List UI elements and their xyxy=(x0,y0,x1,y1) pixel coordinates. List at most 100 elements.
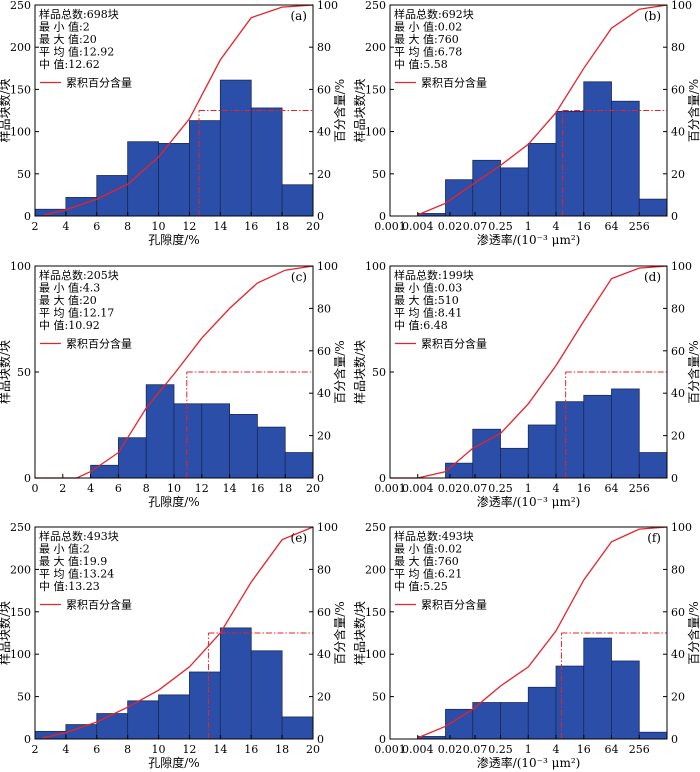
y-tick-label: 50 xyxy=(372,366,386,379)
y2-tick-label: 20 xyxy=(671,168,685,181)
stats-line: 最 大 值:760 xyxy=(394,554,459,568)
histogram-bar xyxy=(201,403,231,479)
x-tick-label: 18 xyxy=(278,482,292,495)
y2-tick-label: 0 xyxy=(671,733,678,746)
x-tick-label: 10 xyxy=(152,220,166,233)
x-tick-label: 64 xyxy=(605,220,619,233)
stats-line: 中 值:13.23 xyxy=(39,580,100,593)
y2-tick-label: 80 xyxy=(671,563,685,576)
y-tick-label: 100 xyxy=(10,648,31,661)
x-tick-label: 0 xyxy=(32,482,39,495)
stats-line: 中 值:12.62 xyxy=(39,58,100,71)
stats-line: 样品总数:493块 xyxy=(39,529,119,543)
y-axis-label: 样品块数/块 xyxy=(0,78,12,142)
histogram-bar xyxy=(555,110,585,217)
x-tick-label: 10 xyxy=(167,482,181,495)
stats-line: 样品总数:205块 xyxy=(39,268,119,282)
y-tick-label: 50 xyxy=(17,366,31,379)
histogram-bar xyxy=(445,179,474,217)
x-tick-label: 16 xyxy=(250,482,264,495)
stats-line: 最 大 值:20 xyxy=(39,32,97,46)
x-tick-label: 0.001 xyxy=(374,482,406,495)
y-tick-label: 250 xyxy=(365,0,386,12)
y2-tick-label: 20 xyxy=(671,691,685,704)
panel-label: (e) xyxy=(291,531,307,545)
cumulative-curve xyxy=(417,526,668,739)
y2-tick-label: 60 xyxy=(671,345,685,358)
y2-tick-label: 40 xyxy=(317,648,331,661)
stats-line: 最 大 值:20 xyxy=(39,293,97,307)
x-tick-label: 4 xyxy=(553,743,560,756)
y2-tick-label: 100 xyxy=(317,260,338,273)
panel-label: (c) xyxy=(291,270,307,284)
x-tick-label: 0.001 xyxy=(374,220,406,233)
histogram-bar xyxy=(250,650,283,740)
y-tick-label: 200 xyxy=(10,563,31,576)
x-tick-label: 16 xyxy=(244,220,258,233)
x-tick-label: 0.07 xyxy=(463,743,488,756)
x-tick-label: 6 xyxy=(115,482,122,495)
panel-label: (f) xyxy=(647,531,661,545)
histogram-bar xyxy=(281,184,314,217)
histogram-bar xyxy=(583,81,612,217)
y-tick-label: 150 xyxy=(365,83,386,96)
y2-axis-label: 百分含量/% xyxy=(332,79,347,142)
x-tick-label: 20 xyxy=(306,743,320,756)
x-tick-label: 20 xyxy=(306,220,320,233)
y2-tick-label: 100 xyxy=(317,521,338,534)
y2-tick-label: 60 xyxy=(317,606,331,619)
histogram-bar xyxy=(229,413,258,479)
histogram-bar xyxy=(256,426,286,479)
y2-tick-label: 80 xyxy=(317,563,331,576)
y2-tick-label: 40 xyxy=(317,126,331,139)
stats-line: 平 均 值:12.92 xyxy=(39,46,114,59)
cumulative-curve xyxy=(390,265,668,479)
histogram-bar xyxy=(611,100,640,217)
legend-label: 累积百分含量 xyxy=(421,76,487,90)
x-tick-label: 0.25 xyxy=(488,482,513,495)
legend-label: 累积百分含量 xyxy=(66,76,132,90)
y-tick-label: 100 xyxy=(365,648,386,661)
x-tick-label: 14 xyxy=(213,220,227,233)
y2-tick-label: 80 xyxy=(671,41,685,54)
x-tick-label: 0.07 xyxy=(463,482,488,495)
x-tick-label: 16 xyxy=(244,743,258,756)
x-axis-label: 孔隙度/% xyxy=(148,494,199,509)
histogram-bar xyxy=(96,713,129,740)
x-tick-label: 10 xyxy=(152,743,166,756)
histogram-bar xyxy=(250,107,283,217)
histogram-bar xyxy=(583,637,612,740)
stats-line: 平 均 值:13.24 xyxy=(39,568,114,581)
x-tick-label: 4 xyxy=(87,482,94,495)
y2-axis-label: 百分含量/% xyxy=(686,79,700,142)
y2-tick-label: 20 xyxy=(317,691,331,704)
cumulative-curve xyxy=(35,265,314,479)
x-tick-label: 1 xyxy=(525,482,532,495)
stats-line: 平 均 值:8.41 xyxy=(394,307,462,320)
cumulative-curve xyxy=(417,4,668,216)
y-tick-label: 150 xyxy=(10,83,31,96)
histogram-bar xyxy=(219,79,252,217)
y-tick-label: 0 xyxy=(24,210,31,223)
stats-line: 中 值:6.48 xyxy=(394,319,448,332)
x-tick-label: 0.25 xyxy=(488,743,513,756)
x-tick-label: 12 xyxy=(195,482,209,495)
y-tick-label: 200 xyxy=(365,41,386,54)
histogram-bar xyxy=(527,686,557,740)
x-tick-label: 16 xyxy=(577,220,591,233)
cumulative-curve xyxy=(42,526,314,739)
x-tick-label: 18 xyxy=(275,220,289,233)
y2-tick-label: 0 xyxy=(317,733,324,746)
histogram-bar xyxy=(555,665,585,740)
y2-tick-label: 40 xyxy=(671,648,685,661)
x-axis-label: 孔隙度/% xyxy=(148,755,199,770)
x-tick-label: 2 xyxy=(32,220,39,233)
y2-tick-label: 40 xyxy=(671,126,685,139)
y-tick-label: 50 xyxy=(17,691,31,704)
stats-line: 最 小 值:0.03 xyxy=(394,282,462,295)
histogram-bar xyxy=(500,447,529,479)
plot-frame xyxy=(34,526,314,740)
stats-line: 中 值:5.58 xyxy=(394,58,448,71)
